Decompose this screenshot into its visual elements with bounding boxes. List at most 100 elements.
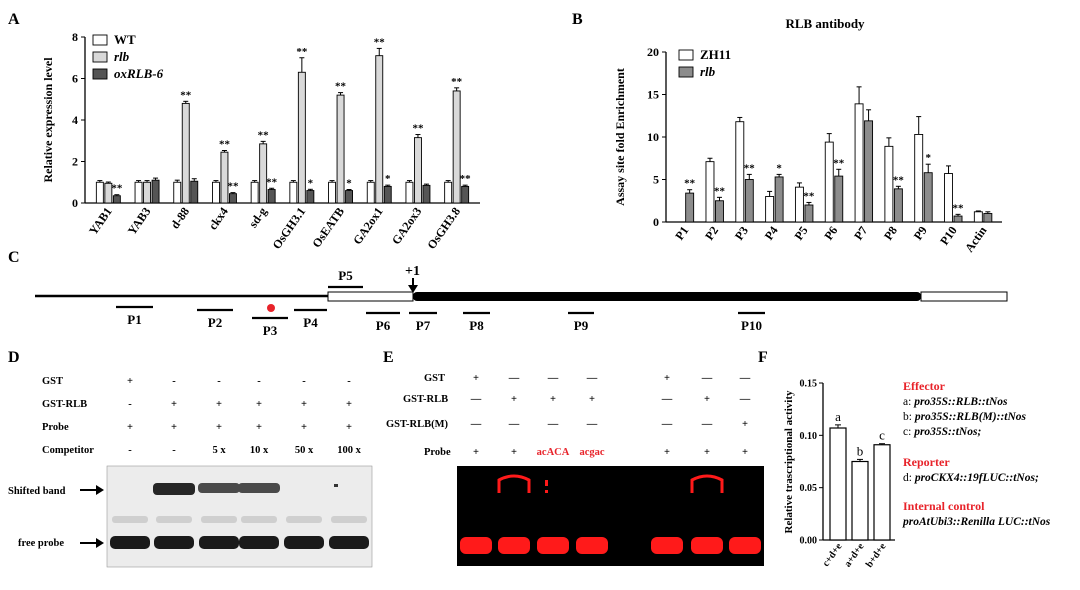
y-tick-label: 0.05: [800, 483, 818, 494]
gel-cell: +: [216, 399, 222, 410]
promoter-diagram: +1 P1 P2 P3 P4 P5 P6 P7 P8 P9 P10: [35, 264, 1008, 338]
gel-cell: 100 x: [337, 445, 361, 456]
bar-rlb-P5: [804, 204, 814, 223]
category-label: P6: [821, 224, 840, 243]
category-label: P9: [911, 224, 930, 243]
y-tick-label: 6: [72, 72, 78, 86]
significance-mark: **: [451, 76, 463, 88]
bar-oxRLB-6-OsGH3.8: [461, 185, 470, 204]
gel-cell: +: [664, 373, 670, 384]
bar-rlb-P10: [953, 215, 963, 223]
shifted-band: [690, 474, 724, 493]
gel-cell: +: [127, 422, 133, 433]
bar-oxRLB-6-ckx4: [228, 193, 237, 204]
significance-mark: *: [308, 177, 314, 189]
gel-cell: —: [547, 373, 559, 384]
gel-cell: +: [704, 447, 710, 458]
bar-rlb-P6: [834, 175, 844, 223]
bar-ZH11-P6: [824, 141, 834, 223]
significance-mark: **: [111, 183, 123, 195]
bar-oxRLB-6-YAB1: [112, 195, 121, 204]
gel-cell: -: [217, 376, 221, 387]
category-label: P10: [937, 224, 960, 248]
gel-cell: -: [128, 445, 132, 456]
category-label: OsGH3.1: [269, 205, 308, 252]
category-label: OsGH3.8: [424, 205, 463, 252]
gel-cell: 50 x: [295, 445, 314, 456]
bar-WT-YAB3: [134, 181, 143, 204]
gel-cell: acACA: [537, 447, 570, 458]
bar-rlb-P4: [774, 176, 784, 223]
significance-mark: **: [296, 46, 308, 58]
panel-label-c: C: [8, 249, 20, 266]
bar-rlb-OsEATB: [336, 94, 345, 204]
y-axis-label: Relative expression level: [41, 57, 55, 183]
free-probe-band: [691, 537, 723, 554]
bar-rlb-d-88: [181, 102, 190, 204]
shifted-band: [198, 483, 240, 493]
smear-band: [286, 516, 322, 523]
free-arrow-head: [96, 538, 104, 548]
smear-band: [331, 516, 367, 523]
category-label: P8: [881, 224, 900, 243]
free-probe-band: [498, 537, 530, 554]
bar-WT-OsGH3.8: [444, 181, 453, 204]
reporter-title: Reporter: [903, 455, 950, 469]
significance-mark: **: [219, 139, 231, 151]
y-tick-label: 4: [72, 113, 78, 127]
gel-cell: +: [301, 399, 307, 410]
chart-title: RLB antibody: [785, 16, 865, 31]
gel-e: GST + — — — + — — GST-RLB — + + + — + — GST-RLB(M) — — — — — —…: [386, 373, 764, 566]
legend-label: WT: [114, 32, 136, 47]
gel-cell: +: [742, 419, 748, 430]
gel-row-label: Competitor: [42, 445, 94, 456]
weak-band: [545, 490, 548, 493]
bar-oxRLB-6-OsEATB: [345, 190, 353, 204]
bar-rlb-OsGH3.8: [452, 90, 461, 204]
category-label: ckx4: [206, 205, 231, 233]
gel-cell: +: [473, 447, 479, 458]
gel-cell: -: [128, 399, 132, 410]
y-tick-label: 0.00: [800, 536, 818, 547]
y-tick-label: 0.15: [800, 379, 818, 390]
primer-label-P6: P6: [376, 318, 391, 333]
gel-cell: —: [739, 394, 751, 405]
bar-WT-GA2ox3: [405, 181, 414, 204]
bar-rlb-P7: [864, 120, 874, 223]
bar-b+d+e: [873, 444, 891, 541]
primer-label-P8: P8: [469, 318, 484, 333]
gel-cell: +: [346, 422, 352, 433]
bar-a+d+e: [851, 460, 869, 541]
y-tick-label: 20: [647, 45, 659, 59]
bar-WT-OsGH3.1: [289, 181, 298, 204]
panel-label-d: D: [8, 349, 20, 366]
gel-cell: +: [511, 447, 517, 458]
category-label: P1: [672, 224, 691, 243]
free-probe-band: [576, 537, 608, 554]
legend-swatch-ZH11: [678, 49, 694, 61]
panel-label-e: E: [383, 349, 394, 366]
weak-band: [545, 480, 548, 486]
effector-b: b: pro35S::RLB(M)::tNos: [903, 411, 1027, 423]
significance-mark: **: [953, 202, 965, 214]
primer-label-P7: P7: [416, 318, 431, 333]
y-tick-label: 2: [72, 155, 78, 169]
gel-cell: —: [661, 419, 673, 430]
free-probe-band: [460, 537, 492, 554]
gel-cell: +: [301, 422, 307, 433]
primer-label-P5: P5: [338, 268, 353, 283]
bar-ZH11-P8: [884, 145, 894, 223]
significance-mark: **: [335, 81, 347, 93]
significance-letter: a: [835, 409, 841, 424]
bar-rlb-YAB3: [143, 181, 152, 204]
category-label: P2: [702, 224, 721, 243]
free-probe-band: [729, 537, 761, 554]
significance-mark: **: [744, 162, 756, 174]
speck: [334, 484, 338, 487]
significance-letter: c: [879, 428, 885, 443]
free-probe-band: [239, 536, 279, 549]
gel-cell: -: [172, 445, 176, 456]
panel-label-a: A: [8, 11, 20, 28]
significance-mark: *: [776, 162, 782, 174]
